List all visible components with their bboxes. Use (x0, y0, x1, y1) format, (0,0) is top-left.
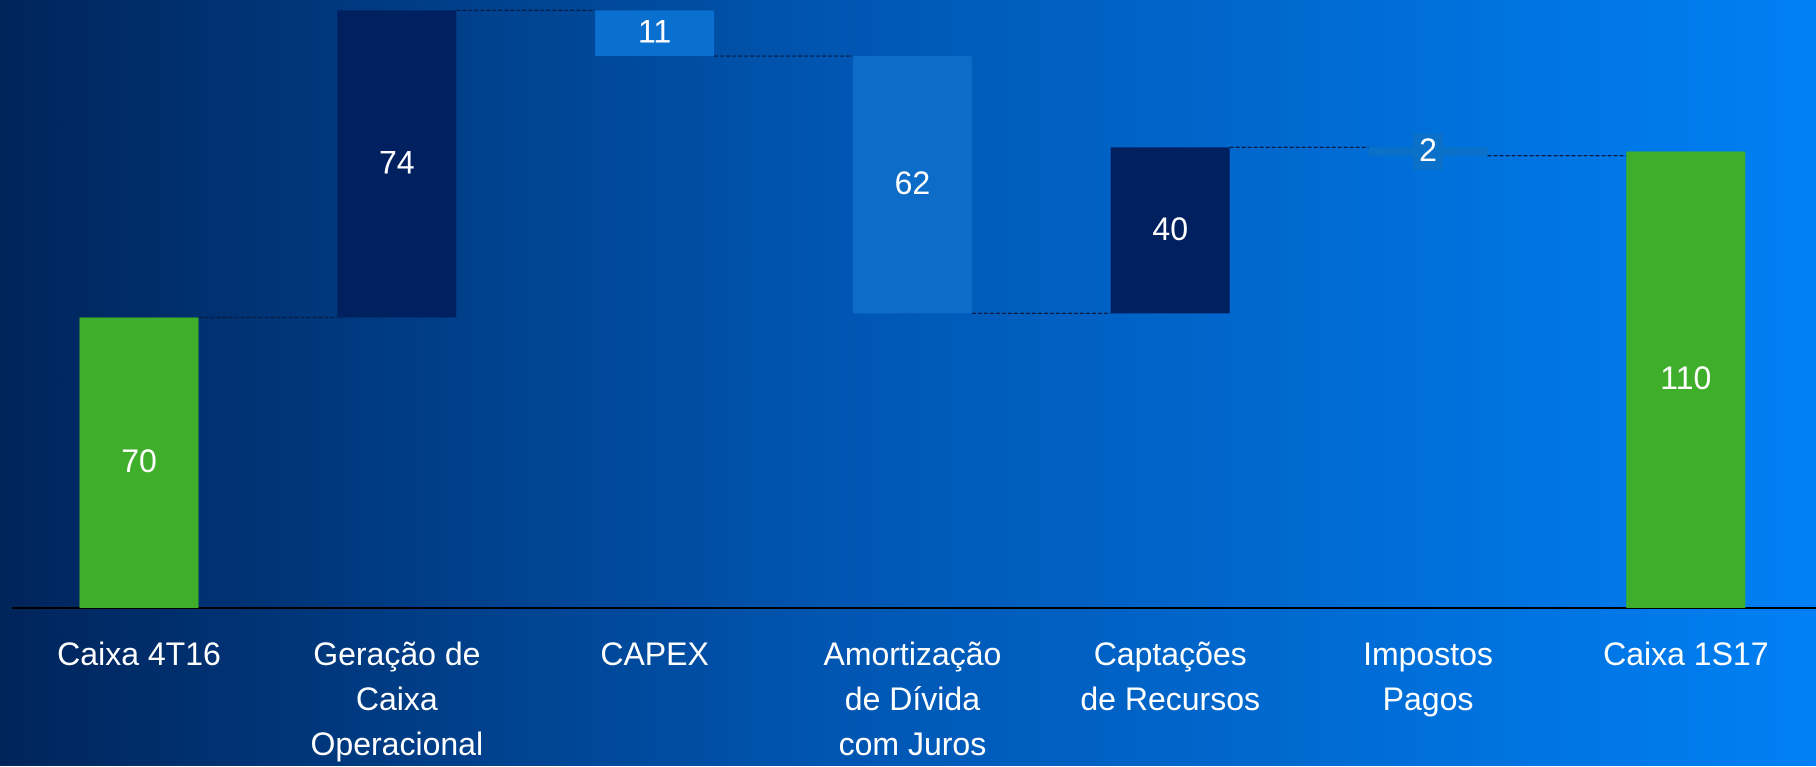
x-tick-label: Caixa 1S17 (1603, 636, 1769, 672)
bar (1110, 147, 1230, 314)
value-label: 2 (1419, 132, 1437, 168)
value-label: 62 (895, 165, 931, 201)
value-label: 74 (379, 144, 415, 180)
bar (337, 10, 457, 318)
bar (1626, 151, 1746, 608)
value-label: 110 (1660, 360, 1711, 396)
x-tick-label: Amortização de Dívida com Juros (823, 636, 1002, 762)
bar (852, 56, 972, 314)
value-label: 40 (1152, 211, 1188, 247)
x-tick-label: Geração de Caixa Operacional (310, 636, 484, 762)
value-label: 70 (121, 443, 157, 479)
x-tick-label: CAPEX (600, 636, 709, 672)
value-label: 11 (638, 14, 671, 50)
x-tick-label: Captações de Recursos (1080, 636, 1260, 717)
label-box (1413, 133, 1443, 170)
bar (595, 10, 715, 57)
x-tick-label: Impostos Pagos (1363, 636, 1493, 717)
x-tick-label: Caixa 4T16 (57, 636, 221, 672)
bar (79, 317, 199, 608)
